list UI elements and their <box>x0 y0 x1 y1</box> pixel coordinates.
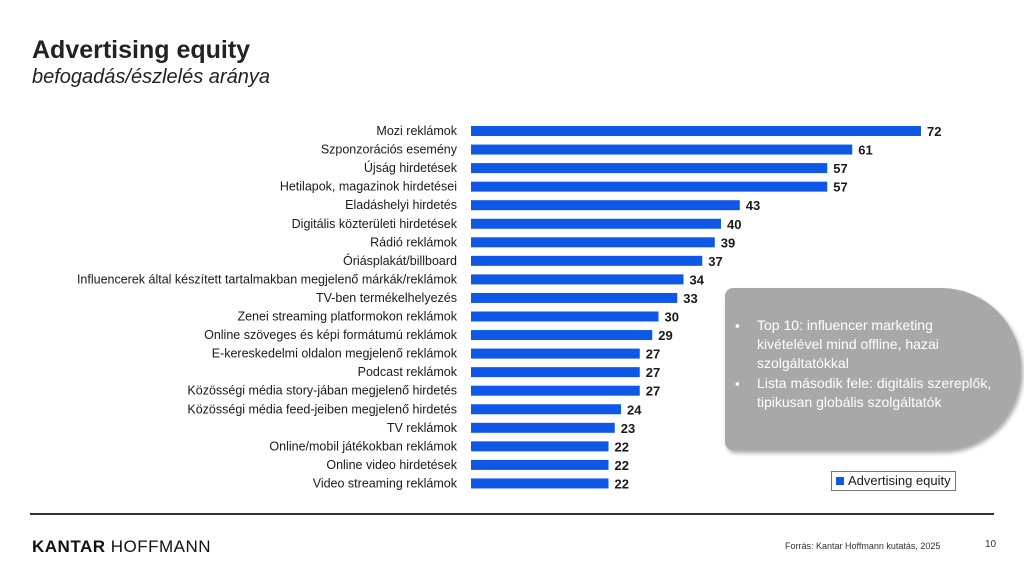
data-label: 43 <box>746 198 760 213</box>
bar <box>471 218 721 229</box>
bar <box>471 459 609 470</box>
category-label: Újság hirdetések <box>364 160 458 175</box>
page-number: 10 <box>985 539 997 550</box>
category-label: Szponzorációs esemény <box>321 143 458 157</box>
category-label: Zenei streaming platformokon reklámok <box>237 310 457 324</box>
bar <box>471 330 653 341</box>
category-label: Mozi reklámok <box>376 124 457 138</box>
legend-swatch <box>836 476 844 485</box>
bar <box>471 292 678 303</box>
bar <box>471 274 684 285</box>
data-label: 39 <box>721 235 735 250</box>
bar <box>471 367 640 378</box>
data-label: 72 <box>927 124 941 139</box>
category-label: Hetilapok, magazinok hirdetései <box>280 180 457 194</box>
data-label: 57 <box>833 161 847 176</box>
data-label: 27 <box>646 347 660 362</box>
bar <box>471 181 828 192</box>
bar <box>471 255 703 266</box>
chart-legend: Advertising equity <box>831 471 956 491</box>
category-label: Óriásplakát/billboard <box>343 253 457 268</box>
data-label: 37 <box>708 254 722 269</box>
data-label: 23 <box>621 421 635 436</box>
category-label: TV-ben termékelhelyezés <box>316 291 457 305</box>
category-label: E-kereskedelmi oldalon megjelenő reklámo… <box>212 347 458 361</box>
page-subtitle: befogadás/észlelés aránya <box>32 66 270 88</box>
bar <box>471 385 640 396</box>
data-label: 27 <box>646 384 660 399</box>
bar <box>471 478 609 489</box>
bar <box>471 163 828 174</box>
category-label: Podcast reklámok <box>358 365 458 379</box>
data-label: 29 <box>658 328 672 343</box>
logo-hoffmann: HOFFMANN <box>110 537 212 556</box>
data-label: 33 <box>683 291 697 306</box>
data-label: 27 <box>646 365 660 380</box>
category-label: Video streaming reklámok <box>313 476 458 490</box>
callout-bullet: Lista második fele: digitális szereplők,… <box>733 374 995 412</box>
page-title: Advertising equity <box>32 36 251 64</box>
category-label: Közösségi média feed-jeiben megjelenő hi… <box>187 402 457 416</box>
source-note: Forrás: Kantar Hoffmann kutatás, 2025 <box>785 541 941 551</box>
category-label: Rádió reklámok <box>370 235 458 249</box>
footer-divider <box>30 513 994 515</box>
category-label: TV reklámok <box>387 421 458 435</box>
data-label: 34 <box>690 272 705 287</box>
category-label: Eladáshelyi hirdetés <box>345 198 457 212</box>
data-label: 30 <box>665 310 679 325</box>
category-label: Közösségi média story-jában megjelenő hi… <box>187 384 457 398</box>
category-label: Online szöveges és képi formátumú reklám… <box>204 328 458 342</box>
data-label: 61 <box>858 143 872 158</box>
bar <box>471 200 740 211</box>
data-label: 22 <box>615 476 629 491</box>
category-label: Digitális közterületi hirdetések <box>292 217 458 231</box>
bar <box>471 237 715 248</box>
category-label: Influencerek által készített tartalmakba… <box>77 272 458 286</box>
data-label: 22 <box>615 458 629 473</box>
company-logo: KANTAR HOFFMANN <box>32 537 211 557</box>
callout-box: Top 10: influencer marketing kivételével… <box>725 288 1021 450</box>
data-label: 24 <box>627 402 642 417</box>
bar <box>471 404 621 415</box>
data-label: 40 <box>727 217 741 232</box>
bar <box>471 144 853 155</box>
data-label: 57 <box>833 180 847 195</box>
bar <box>471 311 659 322</box>
bar <box>471 348 640 359</box>
data-label: 22 <box>615 439 629 454</box>
category-label: Online video hirdetések <box>326 458 457 472</box>
bar <box>471 126 921 136</box>
callout-bullet: Top 10: influencer marketing kivételével… <box>733 316 995 373</box>
bar <box>471 441 609 452</box>
logo-kantar: KANTAR <box>32 537 106 556</box>
legend-label: Advertising equity <box>848 473 951 488</box>
category-label: Online/mobil játékokban reklámok <box>269 439 457 453</box>
bar <box>471 422 615 433</box>
